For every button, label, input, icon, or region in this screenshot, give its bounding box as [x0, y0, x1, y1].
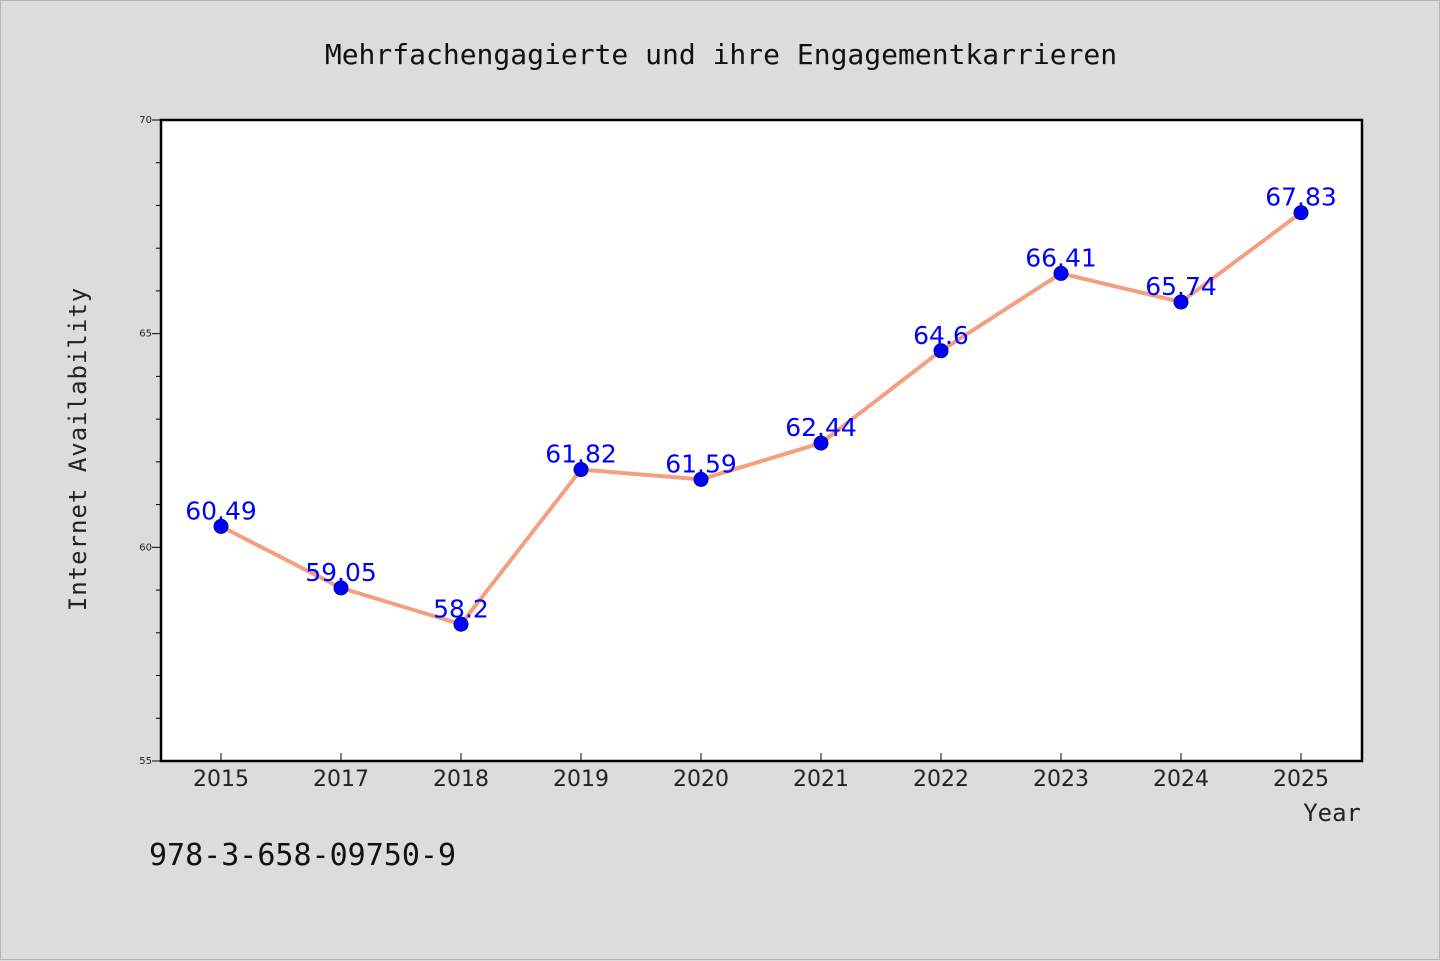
x-tick-label: 2024 [1153, 767, 1209, 792]
data-point [933, 343, 949, 359]
data-point [693, 471, 709, 487]
data-label: 66.41 [1025, 243, 1097, 272]
data-point [213, 518, 229, 534]
chart-title: Mehrfachengagierte und ihre Engagementka… [325, 38, 1117, 71]
data-label: 62.44 [785, 413, 857, 442]
series-group: 60.49 59.05 58.2 61.82 61.59 62.44 64.6 66.41 65… [185, 183, 1337, 632]
plot-area [159, 118, 1364, 763]
y-tick-label: 65 [139, 329, 152, 340]
data-label: 61.82 [545, 440, 617, 469]
x-tick-label: 2021 [793, 767, 849, 792]
data-label: 58.2 [433, 594, 489, 623]
y-tick-label: 60 [139, 542, 152, 553]
isbn-footer-text: 978-3-658-09750-9 [149, 838, 456, 873]
x-tick-label: 2023 [1033, 767, 1089, 792]
data-point [333, 580, 349, 596]
y-minor-ticks [156, 162, 161, 719]
series-line [219, 210, 1303, 627]
data-point [1053, 265, 1069, 281]
data-label: 60.49 [185, 496, 257, 525]
data-point [573, 462, 589, 478]
data-label: 65.74 [1145, 272, 1217, 301]
data-label: 67.83 [1265, 183, 1337, 212]
x-tick-label: 2020 [673, 767, 729, 792]
x-tick-label: 2019 [553, 767, 609, 792]
data-point [1173, 294, 1189, 310]
y-tick-label: 70 [139, 115, 152, 126]
y-axis-ticks: 55 60 65 70 [139, 115, 161, 767]
y-tick-label: 55 [139, 756, 152, 767]
x-tick-label: 2025 [1273, 767, 1329, 792]
y-axis-label: Internet Availability [64, 287, 92, 611]
data-label: 64.6 [913, 321, 969, 350]
data-point [1293, 205, 1309, 221]
data-label: 59.05 [305, 558, 377, 587]
data-label: 61.59 [665, 449, 737, 478]
x-tick-label: 2015 [193, 767, 249, 792]
x-axis-label: Year [1303, 799, 1361, 827]
x-tick-label: 2022 [913, 767, 969, 792]
x-axis-ticks: 2015 2017 2018 2019 2020 2021 2022 2023 2024 2025 [193, 753, 1329, 792]
x-tick-label: 2018 [433, 767, 489, 792]
data-point [453, 616, 469, 632]
data-point [813, 435, 829, 451]
x-tick-label: 2017 [313, 767, 369, 792]
